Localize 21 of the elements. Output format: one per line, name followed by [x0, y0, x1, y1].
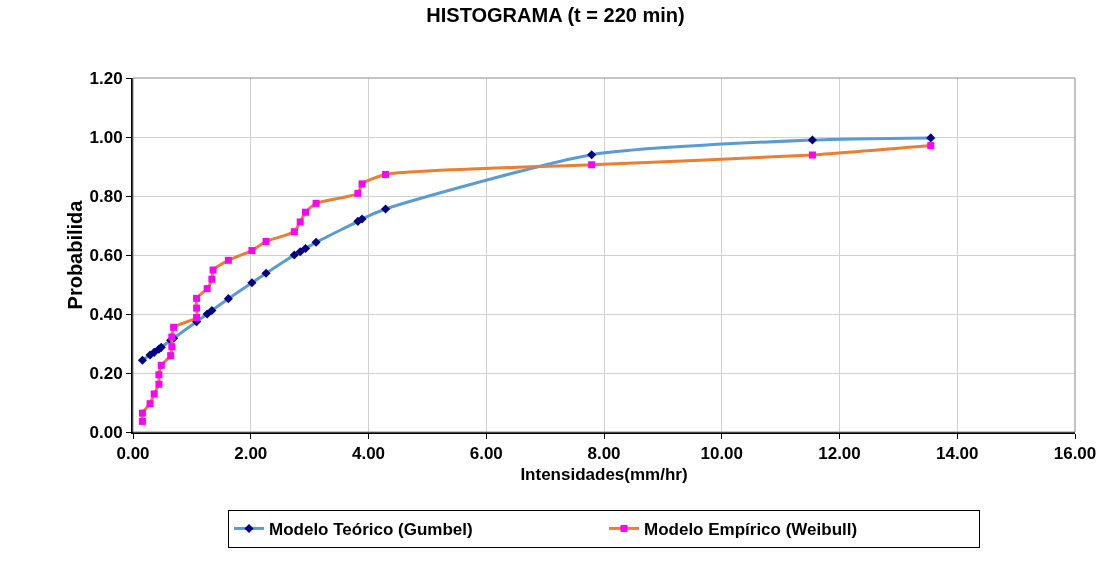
y-tick-label: 0.40	[89, 304, 123, 324]
x-tick-label: 16.00	[1053, 444, 1097, 464]
y-axis-title: Probabilida	[64, 199, 86, 310]
x-tick-label: 10.00	[700, 444, 744, 464]
x-tick-label: 12.00	[818, 444, 861, 464]
x-tick-label: 6.00	[469, 444, 503, 464]
x-axis-title: Intensidades(mm/hr)	[520, 465, 688, 485]
x-tick-label: 14.00	[935, 444, 979, 464]
y-tick-label: 1.00	[89, 127, 123, 147]
y-tick-label: 1.20	[89, 68, 123, 88]
legend-label: Modelo Teórico (Gumbel)	[269, 520, 473, 540]
y-tick-label: 0.20	[89, 363, 123, 383]
y-tick-label: 0.80	[89, 186, 123, 206]
x-tick-label: 4.00	[351, 444, 386, 464]
y-tick-label: 0.00	[89, 422, 123, 442]
legend-label: Modelo Empírico (Weibull)	[644, 520, 858, 540]
x-tick-label: 2.00	[234, 444, 268, 464]
x-tick-label: 8.00	[587, 444, 621, 464]
chart-title: HISTOGRAMA (t = 220 min)	[426, 4, 685, 27]
x-tick-label: 0.00	[116, 444, 150, 464]
y-tick-label: 0.60	[89, 245, 123, 265]
